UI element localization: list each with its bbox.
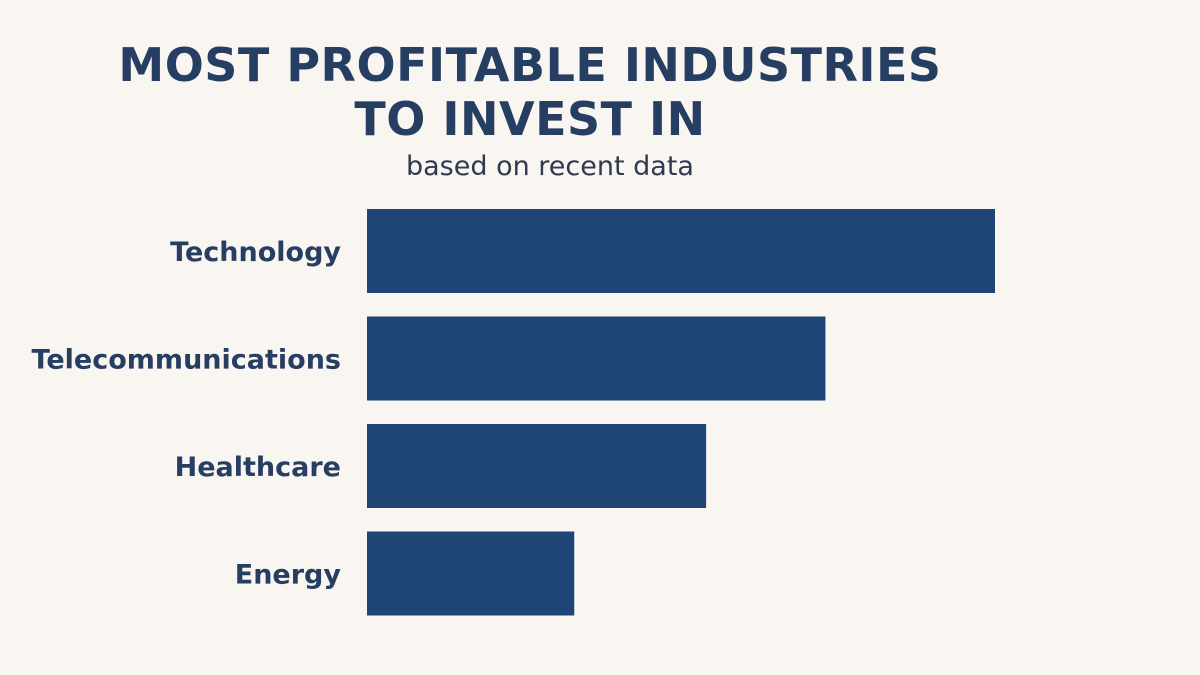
chart-subtitle: based on recent data [406, 151, 694, 182]
bar-telecommunications [367, 316, 826, 401]
category-label-telecommunications: Telecommunications [32, 345, 341, 376]
bar-energy [367, 531, 575, 616]
category-label-healthcare: Healthcare [175, 452, 341, 483]
chart-title-line-2: TO INVEST IN [354, 92, 706, 146]
category-label-technology: Technology [170, 237, 341, 268]
bar-healthcare [367, 424, 707, 508]
chart-title-line-1: MOST PROFITABLE INDUSTRIES [118, 38, 942, 92]
category-label-energy: Energy [235, 560, 342, 591]
bar-technology [367, 209, 995, 293]
